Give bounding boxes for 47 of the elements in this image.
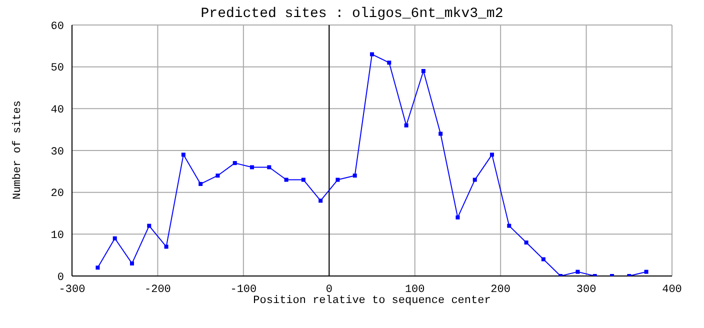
- y-tick-label: 10: [50, 230, 64, 242]
- point: [112, 236, 117, 240]
- point: [472, 178, 477, 182]
- x-tick-label: -300: [58, 284, 86, 296]
- x-tick-label: 200: [490, 284, 510, 296]
- point: [370, 52, 374, 56]
- x-tick-label: 100: [404, 284, 425, 296]
- point: [147, 224, 152, 228]
- point: [576, 270, 580, 274]
- y-tick-label: 50: [50, 62, 64, 75]
- chart-title: Predicted sites : oligos_6nt_mkv3_m2: [200, 6, 504, 22]
- point: [507, 224, 512, 228]
- point: [181, 152, 186, 157]
- point: [456, 215, 460, 220]
- point: [198, 182, 203, 186]
- x-axis-title: Position relative to sequence center: [252, 295, 492, 307]
- point: [232, 161, 237, 166]
- x-tick-label: 400: [662, 284, 682, 296]
- point: [336, 178, 340, 182]
- point: [490, 152, 494, 157]
- point: [164, 244, 168, 249]
- point: [644, 270, 648, 274]
- point: [284, 178, 288, 182]
- point: [387, 60, 392, 65]
- point: [404, 123, 408, 128]
- x-tick-label: -100: [230, 284, 257, 296]
- y-tick-label: 0: [57, 272, 64, 284]
- point: [421, 69, 426, 74]
- point: [216, 174, 220, 178]
- point: [130, 261, 134, 266]
- y-axis-title: Number of sites: [12, 100, 24, 200]
- y-tick-label: 20: [50, 188, 64, 200]
- point: [438, 132, 443, 136]
- point: [541, 257, 546, 262]
- point: [352, 174, 357, 178]
- x-tick-label: -200: [144, 284, 171, 296]
- point: [318, 198, 323, 203]
- y-tick-label: 30: [50, 146, 64, 158]
- y-tick-label: 40: [50, 104, 64, 117]
- x-tick-label: 300: [576, 284, 596, 296]
- point: [524, 240, 528, 245]
- x-tick-label: 0: [326, 284, 332, 296]
- point: [96, 266, 100, 270]
- y-tick-label: 60: [50, 20, 64, 33]
- point: [301, 178, 306, 182]
- point: [267, 165, 272, 170]
- point: [250, 165, 254, 170]
